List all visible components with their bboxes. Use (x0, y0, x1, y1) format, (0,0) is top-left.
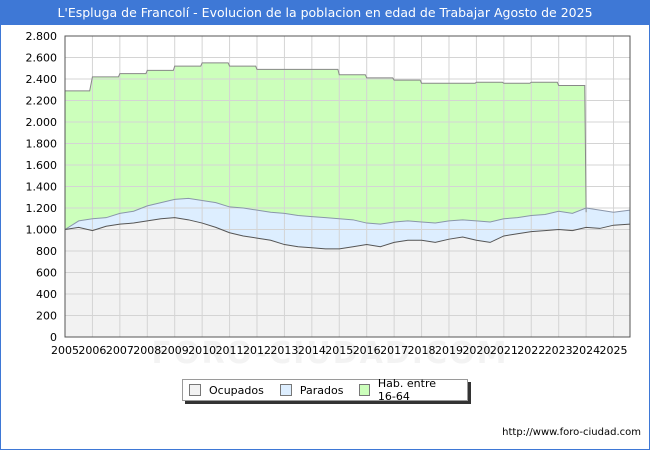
y-tick-label: 600 (36, 267, 57, 280)
x-tick-label: 2023 (545, 344, 573, 357)
area-ocupados (65, 217, 630, 337)
legend-swatch-parados (279, 384, 292, 396)
y-tick-label: 1.400 (26, 181, 58, 194)
x-tick-label: 2006 (78, 344, 106, 357)
y-tick-label: 0 (50, 331, 57, 344)
x-tick-label: 2012 (243, 344, 271, 357)
y-tick-label: 400 (36, 288, 57, 301)
x-tick-label: 2025 (600, 344, 628, 357)
x-tick-label: 2007 (106, 344, 134, 357)
x-tick-label: 2010 (188, 344, 216, 357)
plot-border (64, 35, 631, 338)
x-tick-label: 2019 (435, 344, 463, 357)
y-tick-label: 200 (36, 310, 57, 323)
legend: Ocupados Parados Hab. entre 16-64 (182, 377, 468, 403)
legend-item-ocupados: Ocupados (189, 384, 264, 397)
x-tick-label: 2011 (216, 344, 244, 357)
x-tick-label: 2024 (572, 344, 600, 357)
y-tick-label: 2.200 (26, 95, 58, 108)
x-tick-label: 2013 (270, 344, 298, 357)
y-tick-label: 1.800 (26, 138, 58, 151)
legend-item-hab: Hab. entre 16-64 (359, 377, 457, 403)
legend-swatch-hab (359, 384, 370, 396)
x-tick-label: 2020 (462, 344, 490, 357)
chart-title: L'Espluga de Francolí - Evolucion de la … (1, 1, 649, 25)
y-tick-label: 1.600 (26, 159, 58, 172)
x-tick-label: 2017 (380, 344, 408, 357)
y-tick-label: 2.400 (26, 73, 58, 86)
x-tick-label: 2022 (517, 344, 545, 357)
legend-swatch-ocupados (189, 384, 201, 396)
x-tick-label: 2005 (51, 344, 79, 357)
line-parados (64, 197, 631, 230)
x-tick-label: 2008 (133, 344, 161, 357)
footer-url: http://www.foro-ciudad.com (502, 427, 641, 438)
y-tick-label: 2.800 (26, 30, 58, 43)
x-tick-label: 2018 (408, 344, 436, 357)
x-tick-label: 2009 (161, 344, 189, 357)
x-tick-label: 2016 (353, 344, 381, 357)
y-tick-label: 1.200 (26, 202, 58, 215)
y-tick-label: 800 (36, 245, 57, 258)
x-tick-label: 2014 (298, 344, 326, 357)
watermark: FORO-CIUDAD.COM (151, 336, 509, 371)
legend-label-hab: Hab. entre 16-64 (377, 377, 436, 403)
x-tick-label: 2015 (325, 344, 353, 357)
y-tick-label: 1.000 (26, 224, 58, 237)
legend-item-parados: Parados (279, 383, 344, 397)
legend-label-parados: Parados (299, 383, 344, 397)
y-tick-label: 2.000 (26, 116, 58, 129)
line-ocupados (64, 217, 631, 250)
y-tick-label: 2.600 (26, 52, 58, 65)
x-tick-label: 2021 (490, 344, 518, 357)
line-hab-entre-16-64 (65, 62, 587, 213)
legend-label-ocupados: Ocupados (209, 383, 264, 397)
